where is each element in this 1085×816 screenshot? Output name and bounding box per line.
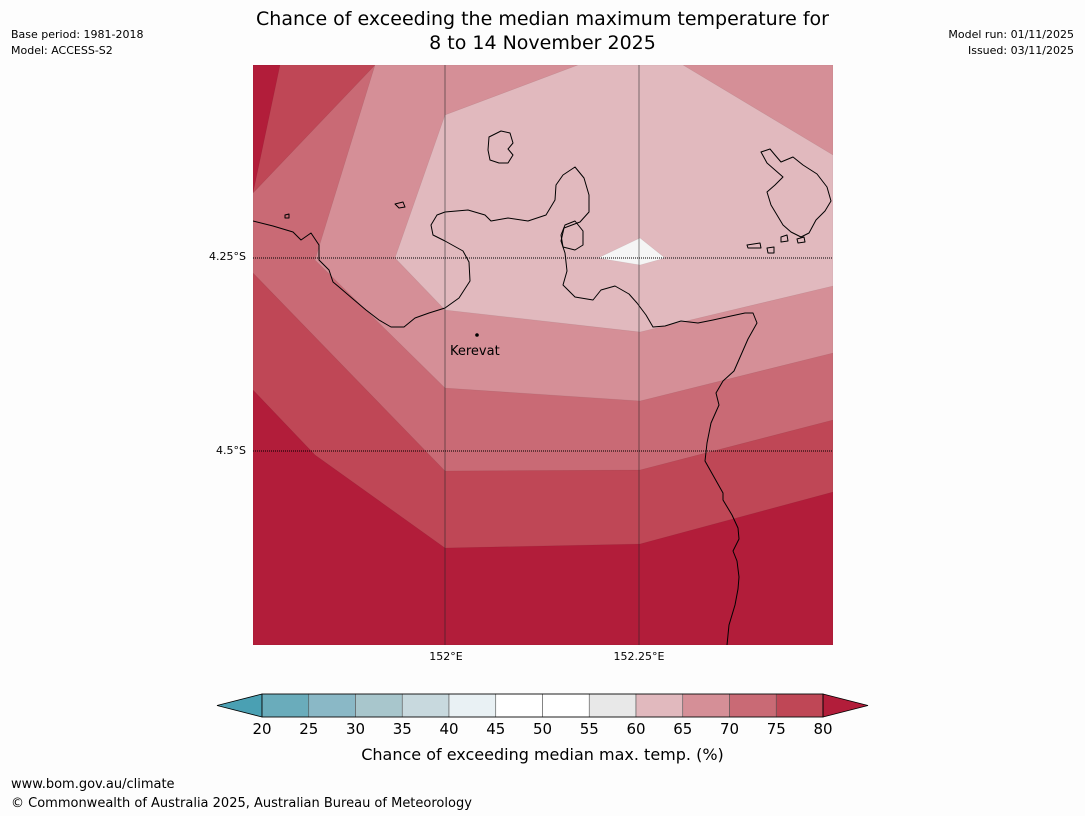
footer-copyright: © Commonwealth of Australia 2025, Austra… — [11, 796, 472, 811]
colorbar-tick-label: 65 — [673, 720, 693, 738]
issued-text: Issued: 03/11/2025 — [967, 44, 1074, 57]
colorbar-outline — [261, 693, 824, 718]
map-panel: Kerevat — [253, 65, 833, 645]
colorbar-tick-label: 25 — [299, 720, 319, 738]
coast-north-tip — [284, 213, 290, 219]
colorbar-swatch — [729, 693, 777, 718]
colorbar-ticks: 20 25 30 35 40 45 50 55 60 65 70 75 80 — [0, 720, 1085, 740]
colorbar-tick-label: 50 — [532, 720, 553, 738]
base-period-text: Base period: 1981-2018 — [11, 28, 144, 41]
colorbar-label: Chance of exceeding median max. temp. (%… — [361, 745, 724, 764]
islets-northeast — [760, 148, 832, 238]
map-title-line-2: 8 to 14 November 2025 — [429, 32, 656, 54]
colorbar-extend-low — [216, 693, 263, 718]
colorbar-tick-label: 75 — [766, 720, 786, 738]
colorbar — [216, 693, 869, 718]
colorbar-extend-high — [822, 693, 869, 718]
colorbar-tick-label: 55 — [579, 720, 599, 738]
model-text: Model: ACCESS-S2 — [11, 44, 113, 57]
colorbar-tick-label: 45 — [486, 720, 506, 738]
map-canvas: Kerevat — [253, 65, 833, 645]
map-title: Chance of exceeding the median maximum t… — [0, 7, 1085, 55]
footer: www.bom.gov.au/climate © Commonwealth of… — [11, 775, 472, 813]
colorbar-swatch — [261, 693, 310, 718]
colorbar-swatch — [448, 693, 497, 718]
colorbar-tick-label: 35 — [392, 720, 412, 738]
islets-west — [394, 201, 406, 209]
colorbar-tick-label: 30 — [345, 720, 366, 738]
island-inner — [560, 220, 584, 251]
latitude-label-4-25: 4.25°S — [209, 250, 246, 263]
colorbar-swatch — [542, 693, 590, 718]
island-north — [487, 130, 514, 164]
longitude-label-152: 152°E — [429, 650, 463, 663]
longitude-label-152-25: 152.25°E — [613, 650, 665, 663]
meta-right: Model run: 01/11/2025 Issued: 03/11/2025 — [948, 27, 1074, 59]
place-marker — [475, 333, 479, 337]
colorbar-tick-label: 70 — [719, 720, 740, 738]
coastline-west — [253, 166, 758, 645]
latitude-label-4-5: 4.5°S — [216, 444, 246, 457]
model-run-text: Model run: 01/11/2025 — [948, 28, 1074, 41]
map-title-line-1: Chance of exceeding the median maximum t… — [256, 8, 829, 30]
colorbar-swatch — [682, 693, 730, 718]
colorbar-swatch — [588, 693, 637, 718]
colorbar-swatch — [355, 693, 403, 718]
colorbar-swatch — [401, 693, 450, 718]
footer-url: www.bom.gov.au/climate — [11, 777, 175, 792]
graticule — [253, 65, 833, 645]
colorbar-tick-label: 40 — [439, 720, 459, 738]
colorbar-tick-label: 20 — [252, 720, 272, 738]
colorbar-swatch — [775, 693, 824, 718]
colorbar-swatch — [495, 693, 543, 718]
place-label: Kerevat — [450, 344, 500, 359]
colorbar-swatch — [635, 693, 684, 718]
colorbar-swatch — [308, 693, 356, 718]
meta-left: Base period: 1981-2018 Model: ACCESS-S2 — [11, 27, 143, 59]
colorbar-tick-label: 60 — [626, 720, 646, 738]
coastline-group — [253, 130, 832, 645]
colorbar-tick-label: 80 — [813, 720, 833, 738]
islets-east-small — [746, 234, 806, 254]
